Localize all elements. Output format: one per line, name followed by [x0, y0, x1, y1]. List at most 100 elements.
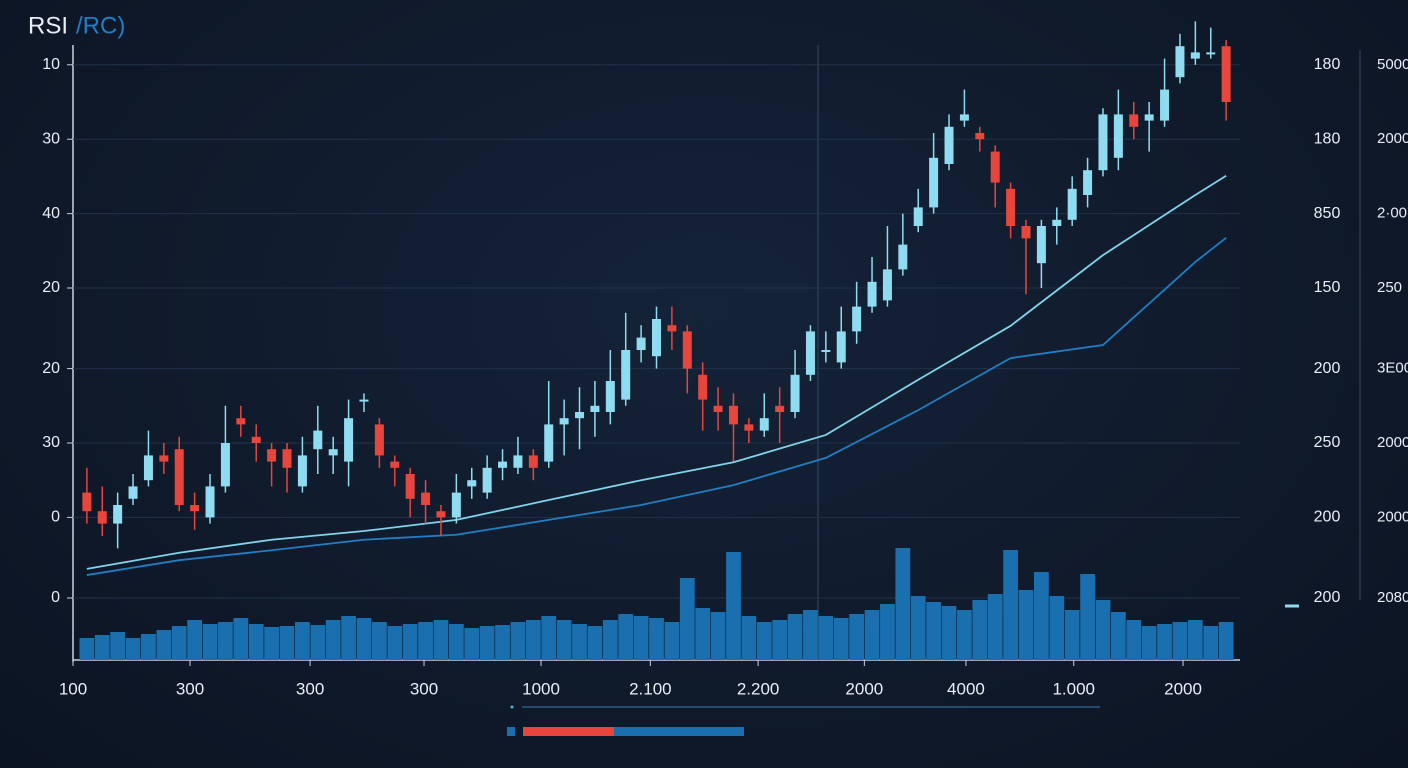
- x-tick-label: 2.200: [737, 679, 780, 698]
- candle-body: [805, 331, 815, 375]
- y2-tick-label: 200: [1314, 360, 1341, 377]
- candle-body: [929, 157, 939, 208]
- volume-bar: [664, 622, 680, 660]
- candle-body: [359, 399, 369, 402]
- candle-body: [113, 505, 123, 524]
- candle-body: [544, 424, 554, 462]
- candle-body: [944, 126, 954, 164]
- volume-bar: [926, 602, 942, 660]
- y2-tick-label: 180: [1314, 56, 1341, 73]
- volume-bar: [341, 616, 356, 660]
- volume-bar: [418, 622, 433, 660]
- candle-body: [1175, 46, 1185, 78]
- moving-average: [86, 175, 1227, 570]
- volume-bar: [1095, 600, 1111, 660]
- volume-bar: [818, 616, 834, 660]
- candle-body: [436, 511, 446, 518]
- candle-body: [190, 505, 200, 512]
- volume-bar: [187, 620, 203, 660]
- candle-body: [328, 449, 338, 456]
- chart-title: RSI: [28, 12, 68, 39]
- y-tick-label: 0: [51, 589, 60, 606]
- candle-body: [405, 474, 415, 499]
- volume-bar: [141, 634, 156, 660]
- x-tick-label: 2000: [845, 679, 883, 698]
- candle-body: [390, 461, 400, 468]
- volume-bar: [602, 620, 618, 660]
- candle-body: [1129, 114, 1139, 127]
- candle-body: [1006, 188, 1016, 226]
- volume-bar: [556, 620, 572, 660]
- volume-bar: [202, 624, 218, 660]
- volume-bar: [1064, 610, 1080, 660]
- candle-body: [713, 405, 723, 412]
- volume-bar: [1034, 572, 1049, 660]
- candle-body: [267, 449, 277, 462]
- volume-bar: [448, 624, 464, 660]
- candle-body: [282, 449, 292, 468]
- y-tick-label: 20: [42, 360, 60, 377]
- volume-bar: [479, 626, 495, 660]
- candle-body: [728, 405, 738, 425]
- candle-body: [498, 461, 508, 468]
- volume-bar: [325, 620, 341, 660]
- volume-bar: [849, 614, 865, 660]
- y2-tick-label: 150: [1314, 279, 1341, 296]
- candle-body: [421, 492, 431, 505]
- x-tick-label: 1000: [522, 679, 560, 698]
- range-selection[interactable]: [523, 727, 614, 736]
- y-tick-label: 10: [42, 56, 60, 73]
- y3-tick-label: 250: [1377, 279, 1402, 296]
- volume-bar: [679, 578, 695, 660]
- candle-body: [1144, 114, 1154, 121]
- volume-bar: [941, 606, 957, 660]
- candle-body: [667, 325, 677, 332]
- volume-bar: [833, 618, 849, 660]
- candle-body: [174, 449, 184, 505]
- candle-body: [898, 244, 908, 270]
- candle-body: [575, 412, 585, 419]
- candle-body: [590, 405, 600, 412]
- candle-body: [251, 436, 261, 443]
- y3-tick-label: 3E00: [1377, 360, 1408, 377]
- x-tick-label: 100: [59, 679, 87, 698]
- candle-body: [1190, 52, 1200, 59]
- y2-tick-label: 180: [1314, 130, 1341, 147]
- y3-tick-label: 2000: [1377, 130, 1408, 147]
- volume-bar: [695, 608, 711, 660]
- volume-bar: [1003, 550, 1018, 660]
- volume-bar: [233, 618, 249, 660]
- volume-bar: [94, 635, 110, 660]
- moving-average: [86, 237, 1227, 576]
- candle-body: [652, 319, 661, 357]
- x-tick-label: 300: [410, 679, 438, 698]
- volume-bar: [248, 624, 264, 660]
- candle-body: [959, 114, 969, 121]
- volume-bar: [371, 622, 387, 660]
- x-tick-label: 300: [296, 679, 324, 698]
- candle-body: [1052, 219, 1062, 226]
- volume-bar: [110, 632, 126, 660]
- y3-tick-label: 5000: [1377, 56, 1408, 73]
- candle-body: [852, 306, 862, 332]
- candle-body: [1098, 114, 1108, 171]
- candle-body: [1036, 226, 1046, 264]
- candle-body: [1206, 52, 1216, 55]
- y3-tick-label: 2·00: [1377, 205, 1407, 222]
- volume-bar: [541, 616, 557, 660]
- candle-body: [559, 418, 569, 425]
- volume-bar: [495, 625, 510, 660]
- range-handle[interactable]: [507, 727, 515, 736]
- y3-tick-label: 2080: [1377, 589, 1408, 606]
- volume-bar: [633, 616, 649, 660]
- candle-body: [374, 424, 384, 456]
- candle-body: [821, 350, 831, 352]
- candle-body: [775, 405, 785, 412]
- candle-body: [975, 133, 985, 140]
- volume-bar: [864, 610, 880, 660]
- candle-body: [759, 418, 769, 431]
- y-tick-label: 30: [42, 130, 60, 147]
- candle-body: [482, 467, 492, 493]
- scroll-dot: [510, 705, 514, 709]
- range-bar[interactable]: [614, 727, 744, 736]
